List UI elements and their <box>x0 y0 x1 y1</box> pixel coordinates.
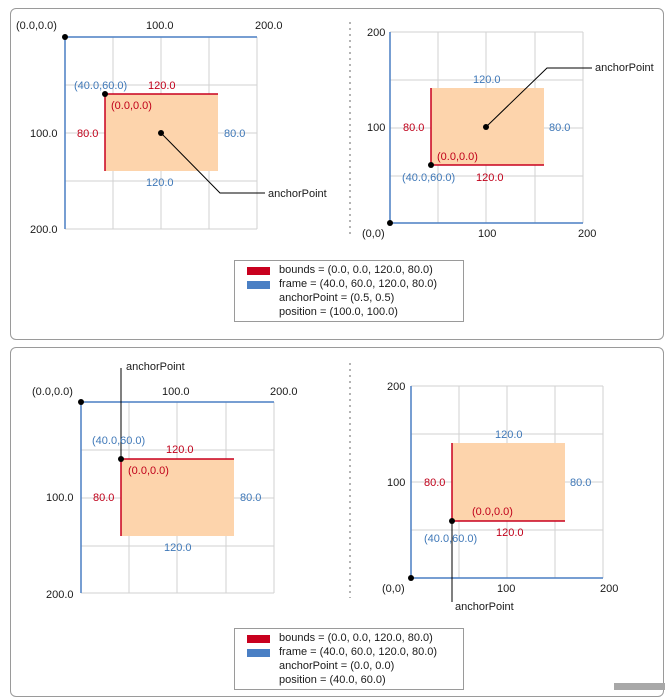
frame-width-label: 120.0 <box>495 429 523 441</box>
frame-width-label: 120.0 <box>146 177 174 189</box>
origin-label: (0.0,0.0) <box>16 20 57 32</box>
legend-position: position = (40.0, 60.0) <box>279 674 386 686</box>
bounds-width-label: 120.0 <box>496 527 524 539</box>
y-tick-100: 100.0 <box>46 492 74 504</box>
bounds-origin-label: (0.0,0.0) <box>437 151 478 163</box>
bounds-swatch <box>247 635 270 643</box>
origin-label: (0,0) <box>362 228 385 240</box>
bounds-swatch <box>247 267 270 275</box>
anchor-point-label: anchorPoint <box>126 361 185 373</box>
anchor-point-label: anchorPoint <box>268 188 327 200</box>
frame-swatch <box>247 649 270 657</box>
frame-swatch <box>247 281 270 289</box>
bottom-flipped-diagram: anchorPoint (0.0,0.0) 100.0 200.0 (40.0,… <box>32 361 298 601</box>
frame-width-label: 120.0 <box>473 74 501 86</box>
frame-origin-label: (40.0,60.0) <box>424 533 477 545</box>
layer-rect <box>452 443 565 521</box>
legend-frame: frame = (40.0, 60.0, 120.0, 80.0) <box>279 278 438 290</box>
anchor-leader-line <box>485 67 592 128</box>
bounds-width-label: 120.0 <box>476 172 504 184</box>
y-tick-200: 200.0 <box>30 224 58 236</box>
origin-dot <box>387 220 393 226</box>
frame-origin-label: (40.0,60.0) <box>92 435 145 447</box>
x-tick-100: 100.0 <box>162 386 190 398</box>
x-tick-200: 200 <box>578 228 596 240</box>
y-tick-200: 200 <box>387 381 405 393</box>
origin-dot <box>408 575 414 581</box>
bounds-origin-label: (0.0,0.0) <box>128 465 169 477</box>
bounds-width-label: 120.0 <box>148 80 176 92</box>
x-tick-100: 100.0 <box>146 20 174 32</box>
frame-width-label: 120.0 <box>164 542 192 554</box>
anchor-point-label: anchorPoint <box>595 62 654 74</box>
bounds-origin-label: (0.0,0.0) <box>472 506 513 518</box>
bounds-height-label: 80.0 <box>77 128 98 140</box>
legend-anchor-point: anchorPoint = (0.5, 0.5) <box>279 292 395 304</box>
frame-height-label: 80.0 <box>240 492 261 504</box>
frame-height-label: 80.0 <box>549 122 570 134</box>
anchor-leader-line <box>160 132 265 194</box>
bounds-height-label: 80.0 <box>403 122 424 134</box>
origin-label: (0,0) <box>382 583 405 595</box>
frame-height-label: 80.0 <box>570 477 591 489</box>
y-tick-200: 200 <box>367 27 385 39</box>
x-tick-200: 200.0 <box>270 386 298 398</box>
bounds-origin-label: (0.0,0.0) <box>111 100 152 112</box>
frame-origin-label: (40.0,60.0) <box>402 172 455 184</box>
y-tick-100: 100.0 <box>30 128 58 140</box>
frame-height-label: 80.0 <box>224 128 245 140</box>
legend-bounds: bounds = (0.0, 0.0, 120.0, 80.0) <box>279 632 433 644</box>
legend-anchor-point: anchorPoint = (0.0, 0.0) <box>279 660 395 672</box>
legend-frame: frame = (40.0, 60.0, 120.0, 80.0) <box>279 646 438 658</box>
y-tick-200: 200.0 <box>46 589 74 601</box>
x-tick-100: 100 <box>497 583 515 595</box>
y-tick-100: 100 <box>367 122 385 134</box>
legend-position: position = (100.0, 100.0) <box>279 306 398 318</box>
frame-origin-dot <box>102 91 108 97</box>
x-tick-100: 100 <box>478 228 496 240</box>
origin-label: (0.0,0.0) <box>32 386 73 398</box>
layer-rect <box>121 459 234 536</box>
top-flipped-diagram: (0.0,0.0) 100.0 200.0 100.0 200.0 (40.0,… <box>16 20 327 236</box>
top-normal-diagram: 200 100 (0,0) 100 200 120.0 anchorPoint … <box>362 27 654 240</box>
origin-dot <box>62 34 68 40</box>
bounds-height-label: 80.0 <box>424 477 445 489</box>
bottom-legend: bounds = (0.0, 0.0, 120.0, 80.0) frame =… <box>234 628 464 690</box>
origin-dot <box>78 399 84 405</box>
frame-origin-label: (40.0,60.0) <box>74 80 127 92</box>
anchor-point-label: anchorPoint <box>455 601 514 613</box>
scrollbar-thumb[interactable] <box>614 683 665 690</box>
x-tick-200: 200 <box>600 583 618 595</box>
bottom-normal-diagram: 200 120.0 100 80.0 80.0 (0.0,0.0) (40.0,… <box>382 381 618 613</box>
bounds-height-label: 80.0 <box>93 492 114 504</box>
x-tick-200: 200.0 <box>255 20 283 32</box>
top-legend: bounds = (0.0, 0.0, 120.0, 80.0) frame =… <box>234 260 464 322</box>
y-tick-100: 100 <box>387 477 405 489</box>
legend-bounds: bounds = (0.0, 0.0, 120.0, 80.0) <box>279 264 433 276</box>
bounds-width-label: 120.0 <box>166 444 194 456</box>
frame-origin-dot <box>428 162 434 168</box>
